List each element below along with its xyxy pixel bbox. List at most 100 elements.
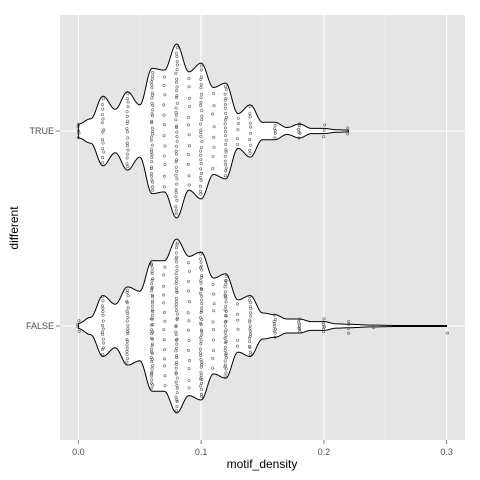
data-point <box>249 125 253 129</box>
data-point <box>297 127 301 131</box>
data-point <box>248 329 252 333</box>
data-point <box>150 160 154 164</box>
data-point <box>101 306 105 310</box>
data-point <box>199 192 203 196</box>
x-axis-title: motif_density <box>227 457 298 471</box>
data-point <box>223 363 227 367</box>
data-point <box>149 323 153 327</box>
data-point <box>200 387 204 391</box>
data-point <box>273 123 277 127</box>
data-point <box>223 130 227 134</box>
data-point <box>174 286 178 290</box>
data-point <box>175 290 179 294</box>
data-point <box>175 85 179 89</box>
data-point <box>151 103 155 107</box>
data-point <box>174 309 178 313</box>
data-point <box>248 148 252 152</box>
data-point <box>198 384 202 388</box>
data-point <box>126 306 130 310</box>
data-point <box>200 306 204 310</box>
data-point <box>174 349 178 353</box>
data-point <box>224 353 228 357</box>
data-point <box>126 323 130 327</box>
data-point <box>212 328 216 332</box>
data-point <box>200 302 204 306</box>
data-point <box>200 92 204 96</box>
data-point <box>125 299 129 303</box>
data-point <box>125 291 129 295</box>
data-point <box>151 70 155 74</box>
data-point <box>162 273 166 277</box>
data-point <box>174 80 178 84</box>
data-point <box>199 339 203 343</box>
data-point <box>151 188 155 192</box>
data-point <box>175 135 179 139</box>
data-point <box>162 103 166 107</box>
data-point <box>372 326 376 330</box>
data-point <box>151 364 155 368</box>
data-point <box>174 338 178 342</box>
data-point <box>126 92 130 96</box>
data-point <box>150 378 154 382</box>
data-point <box>200 275 204 279</box>
data-point <box>199 336 203 340</box>
data-point <box>248 352 252 356</box>
data-point <box>224 356 228 360</box>
data-point <box>126 294 130 298</box>
data-point <box>297 322 301 326</box>
data-point <box>150 386 154 390</box>
data-point <box>248 104 252 108</box>
data-point <box>199 252 203 256</box>
data-point <box>150 344 154 348</box>
data-point <box>224 309 228 313</box>
data-point <box>174 118 178 122</box>
data-point <box>211 366 215 370</box>
data-point <box>248 339 252 343</box>
data-point <box>174 173 178 177</box>
data-point <box>347 319 351 323</box>
data-point <box>273 136 277 140</box>
data-point <box>174 106 178 110</box>
data-point <box>175 356 179 360</box>
data-point <box>151 143 155 147</box>
data-point <box>150 126 154 130</box>
data-point <box>187 85 191 89</box>
data-point <box>211 349 215 353</box>
data-point <box>175 399 179 403</box>
data-point <box>224 296 228 300</box>
data-point <box>199 371 203 375</box>
data-point <box>223 336 227 340</box>
data-point <box>187 386 191 390</box>
data-point <box>126 315 130 319</box>
data-point <box>321 322 325 326</box>
data-point <box>248 298 252 302</box>
data-point <box>212 104 216 108</box>
data-point <box>224 166 228 170</box>
data-point <box>248 320 252 324</box>
data-point <box>174 257 178 261</box>
data-point <box>224 371 228 375</box>
data-point <box>151 299 155 303</box>
data-point <box>346 132 350 136</box>
data-point <box>211 112 215 116</box>
data-point <box>174 282 178 286</box>
data-point <box>174 149 178 153</box>
data-point <box>101 313 105 317</box>
data-point <box>199 178 203 182</box>
data-point <box>151 342 155 346</box>
data-point <box>224 169 228 173</box>
data-point <box>101 141 105 145</box>
data-point <box>323 123 327 127</box>
data-point <box>187 174 191 178</box>
data-point <box>199 167 203 171</box>
data-point <box>224 143 228 147</box>
data-point <box>273 129 277 133</box>
data-point <box>162 284 166 288</box>
data-point <box>249 131 253 135</box>
data-point <box>224 115 228 119</box>
data-point <box>150 317 154 321</box>
data-point <box>175 390 179 394</box>
data-point <box>126 327 130 331</box>
data-point <box>174 409 178 413</box>
data-point <box>101 332 105 336</box>
